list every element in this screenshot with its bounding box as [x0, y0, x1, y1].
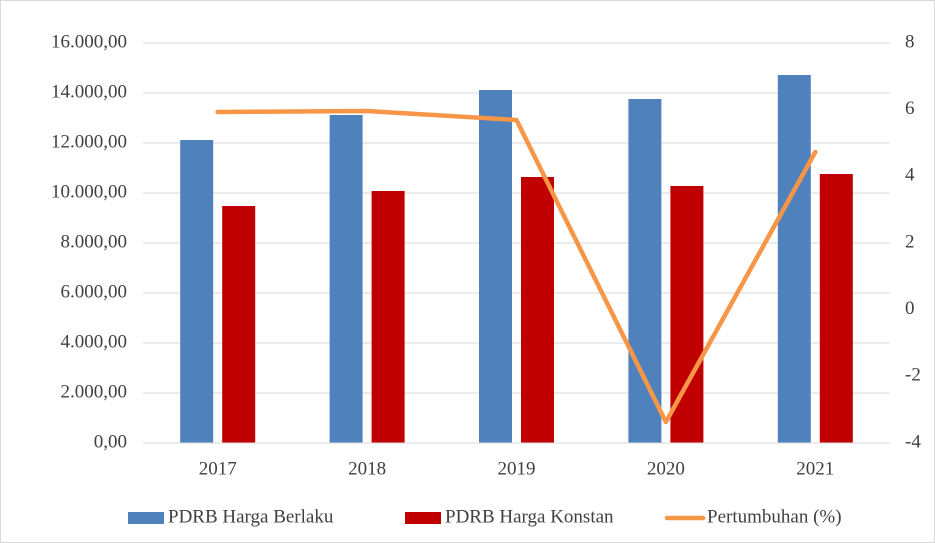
x-tick-label: 2019: [498, 458, 536, 479]
y-tick-label: 10.000,00: [51, 181, 127, 202]
y2-tick-label: 4: [905, 165, 915, 186]
legend-swatch: [405, 512, 441, 524]
x-tick-label: 2018: [348, 458, 386, 479]
bar: [479, 90, 512, 443]
bar: [180, 140, 214, 443]
y2-tick-label: -4: [905, 431, 921, 452]
legend-swatch: [128, 512, 164, 524]
y-tick-label: 8.000,00: [61, 231, 128, 252]
y-tick-label: 0,00: [94, 431, 127, 452]
y2-tick-label: 0: [905, 298, 915, 319]
y-tick-label: 12.000,00: [51, 131, 127, 152]
legend-label: PDRB Harga Berlaku: [168, 506, 334, 527]
y-tick-label: 14.000,00: [51, 81, 127, 102]
bar: [222, 206, 256, 443]
bar: [777, 75, 811, 443]
y-tick-label: 2.000,00: [61, 381, 128, 402]
line: [215, 108, 818, 425]
x-tick-label: 2020: [647, 458, 685, 479]
bar: [819, 174, 853, 443]
y2-tick-label: 6: [905, 98, 915, 119]
bar: [521, 177, 554, 443]
bar: [329, 115, 363, 443]
x-tick-label: 2021: [796, 458, 834, 479]
x-tick-label: 2017: [199, 458, 237, 479]
y-tick-label: 6.000,00: [61, 281, 128, 302]
y-tick-label: 4.000,00: [61, 331, 128, 352]
y2-tick-label: -2: [905, 365, 921, 386]
legend-label: Pertumbuhan (%): [707, 506, 842, 527]
bar: [371, 191, 405, 443]
y-tick-label: 16.000,00: [51, 31, 127, 52]
y2-tick-label: 2: [905, 231, 915, 252]
y2-tick-label: 8: [905, 31, 915, 52]
bar: [628, 99, 662, 443]
legend-label: PDRB Harga Konstan: [445, 506, 614, 527]
